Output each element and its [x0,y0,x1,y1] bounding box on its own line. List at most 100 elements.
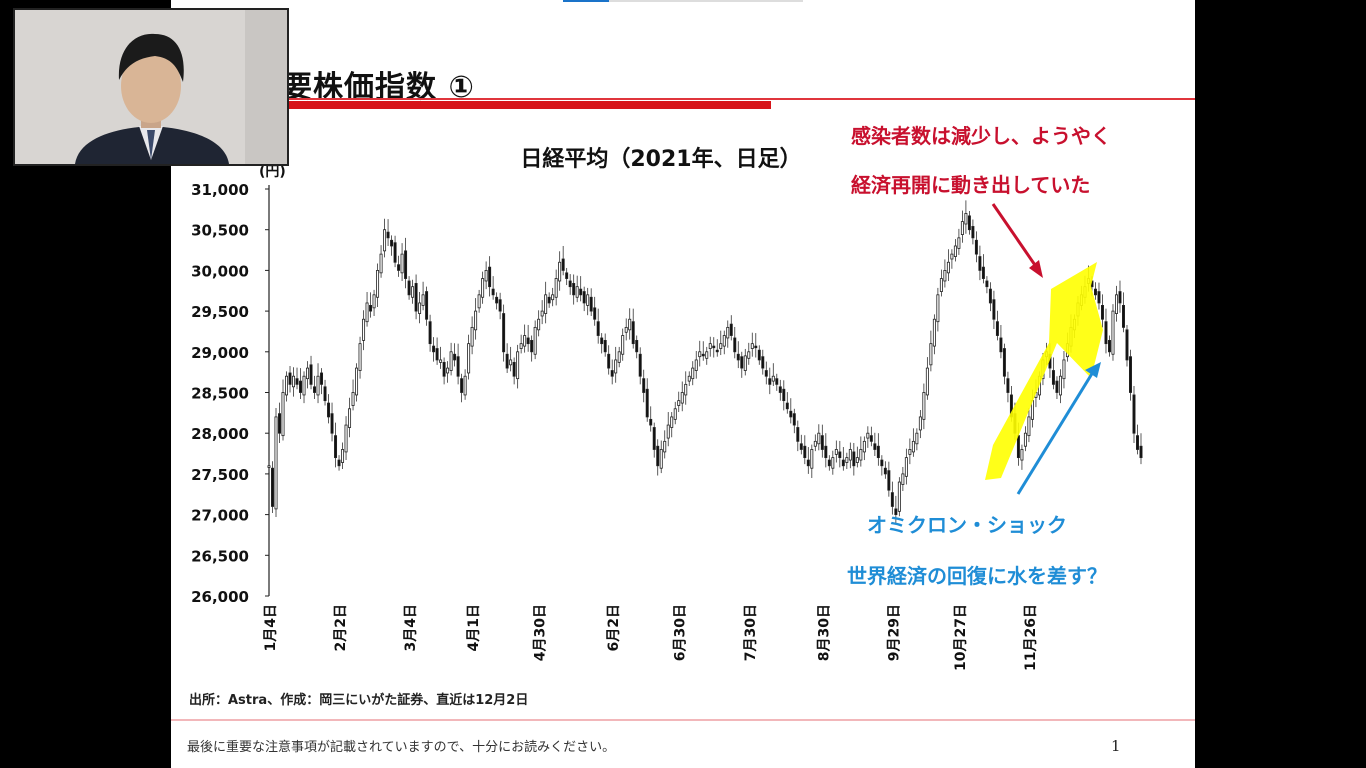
candle-body [446,367,450,374]
candle-body [631,321,635,345]
candle-body [519,343,523,349]
blue-arrow-shaft [1016,371,1095,495]
candle-body [1129,356,1132,393]
candle-body [533,326,537,355]
nikkei-chart: 31,000 30,500 30,000 29,500 29,000 28,500 28,0… [189,124,1143,708]
candle-body [558,261,562,282]
x-tick-label: 11月26日 [1023,604,1039,671]
y-tick-label: 28,000 [191,425,249,443]
candle-body [866,432,870,439]
chart-title: 日経平均（2021年、日足） [520,146,801,172]
candle-body [460,378,464,393]
candle-body [607,353,611,369]
candle-body [323,386,327,402]
candle-body [785,402,789,410]
candle-body [943,269,947,282]
candle-body [932,318,936,347]
candle-body [810,449,814,469]
candle-body [547,296,551,304]
candle-body [915,432,919,445]
red-arrow-shaft [991,203,1039,269]
candle-body [729,323,733,336]
candle-body [341,449,345,463]
candle-body [775,378,779,385]
candle-body [628,318,632,331]
candle-body [292,375,295,388]
candle-body [516,351,520,380]
candle-body [1062,359,1066,380]
candle-body [904,457,908,477]
y-tick-label: 30,000 [191,262,249,280]
candle-body [719,343,723,349]
candle-body [502,313,506,353]
slide: 主要株価指数 ① 31,000 30,500 30,000 29,500 29,000 2… [171,0,1195,768]
candle-body [614,359,618,374]
candle-body [481,278,485,298]
candle-body [593,307,597,320]
candle-body [337,459,341,467]
candle-body [677,400,681,406]
candle-body [1097,291,1101,304]
candle-body [638,353,642,377]
candle-body [939,278,943,292]
progress-bar [563,0,803,2]
y-tick-label: 31,000 [191,181,249,199]
candle-body [747,351,751,359]
candle-body [404,250,408,279]
candle-body [425,291,429,320]
candle-body [288,372,292,385]
candle-body [778,386,782,393]
candle-body [754,345,758,349]
candle-body [981,266,985,279]
candle-body [1093,288,1097,296]
candle-body [281,392,285,437]
chart-source: 出所：Astra、作成：岡三にいがた証券、直近は12月2日 [189,692,528,708]
x-tick-label: 9月29日 [886,604,902,661]
x-tick-label: 10月27日 [953,604,969,671]
x-tick-label: 4月30日 [533,604,549,661]
candle-body [838,451,842,459]
candle-body [792,413,796,426]
y-tick-label: 26,000 [191,588,249,606]
candle-body [495,296,499,304]
candle-body [474,310,478,331]
candle-body [477,294,481,309]
footer-divider [171,719,1195,721]
candle-body [309,364,313,385]
candle-body [841,459,845,467]
candle-body [782,388,786,402]
candle-body [505,353,509,369]
candle-body [596,321,600,336]
candle-body [278,413,281,434]
candle-body [295,378,299,385]
red-arrow-head [1029,260,1043,278]
candle-body [1023,432,1027,447]
candle-body [411,286,415,298]
candle-body [1107,340,1111,353]
candle-body [302,375,306,396]
candle-body [824,445,828,459]
candle-body [530,340,534,353]
candle-body [484,269,488,282]
candle-body [978,256,982,271]
candle-body [817,432,821,445]
candle-body [971,226,975,239]
candle-body [313,386,317,393]
candle-body [649,418,653,426]
candle-body [561,258,565,271]
candle-body [327,402,331,418]
candle-body [656,445,660,467]
candle-body [383,229,387,252]
candle-body [586,294,590,306]
candle-body [554,278,558,298]
candle-body [610,370,614,377]
candle-body [358,343,362,371]
title-underline-thick [171,101,771,109]
candle-body [890,492,894,507]
candle-body [855,457,859,463]
presenter-video-icon [15,10,287,164]
candle-body [887,470,891,491]
candle-body [922,392,926,420]
candle-body [488,266,492,288]
candle-body [568,280,572,288]
